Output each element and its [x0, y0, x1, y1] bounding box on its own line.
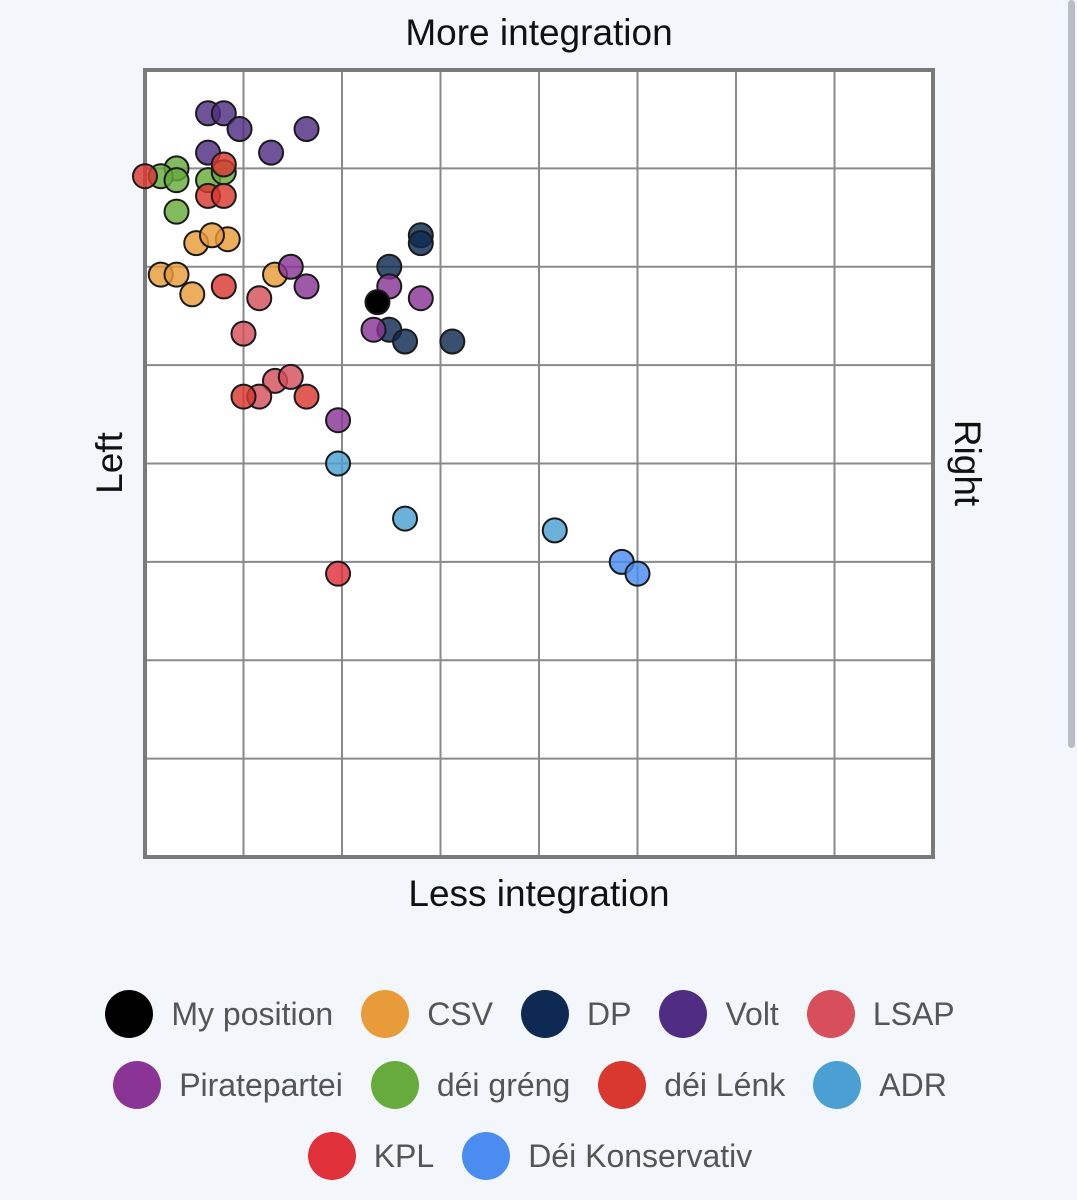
legend-item-adr[interactable]: ADR — [813, 1061, 947, 1109]
point-piratepartei[interactable] — [277, 253, 304, 280]
point-my-position[interactable] — [364, 289, 391, 316]
point-lsap[interactable] — [246, 285, 273, 312]
point-dei-konservativ[interactable] — [624, 560, 651, 587]
legend-item-dei-greng[interactable]: déi gréng — [370, 1061, 571, 1109]
legend-item-kpl[interactable]: KPL — [307, 1132, 435, 1180]
legend-swatch — [370, 1061, 419, 1109]
legend-label: LSAP — [872, 995, 955, 1032]
legend-label: déi Lénk — [664, 1066, 786, 1103]
point-csv[interactable] — [198, 222, 225, 249]
point-dei-greng[interactable] — [163, 198, 190, 225]
legend-label: CSV — [427, 995, 493, 1032]
legend-swatch — [307, 1132, 356, 1180]
point-kpl[interactable] — [325, 560, 352, 587]
legend-swatch — [520, 990, 569, 1038]
legend-label: Volt — [725, 995, 779, 1032]
scrollbar[interactable] — [1068, 0, 1075, 748]
legend-item-my-position[interactable]: My position — [105, 990, 333, 1038]
scatter-chart: More integration Less integration Left R… — [89, 12, 988, 914]
point-csv[interactable] — [179, 281, 206, 308]
legend-swatch — [598, 1061, 647, 1109]
point-dei-lenk[interactable] — [132, 163, 158, 190]
point-dei-lenk[interactable] — [210, 182, 237, 209]
data-points — [132, 100, 651, 587]
legend-swatch — [113, 1061, 162, 1109]
legend: My position CSV DP Volt LSAP Piratepartei déi … — [0, 990, 1060, 1180]
axis-label-top: More integration — [405, 12, 672, 53]
point-piratepartei[interactable] — [325, 407, 352, 434]
axis-label-bottom: Less integration — [408, 873, 669, 914]
point-piratepartei[interactable] — [407, 285, 434, 312]
point-csv[interactable] — [163, 261, 190, 288]
legend-swatch — [462, 1132, 511, 1180]
legend-swatch — [659, 990, 708, 1038]
point-dei-lenk[interactable] — [210, 273, 237, 300]
legend-item-csv[interactable]: CSV — [361, 990, 493, 1038]
point-piratepartei[interactable] — [360, 316, 387, 343]
point-volt[interactable] — [258, 139, 285, 166]
point-volt[interactable] — [293, 116, 320, 143]
plot-border — [143, 68, 935, 859]
legend-row: Piratepartei déi gréng déi Lénk ADR — [99, 1061, 961, 1109]
legend-item-piratepartei[interactable]: Piratepartei — [113, 1061, 343, 1109]
point-adr[interactable] — [392, 505, 419, 532]
point-dp[interactable] — [407, 230, 434, 257]
point-dei-lenk[interactable] — [210, 151, 237, 178]
point-adr[interactable] — [325, 450, 352, 477]
point-volt[interactable] — [210, 100, 237, 127]
point-dei-lenk[interactable] — [230, 383, 257, 410]
legend-label: ADR — [879, 1066, 947, 1103]
legend-swatch — [806, 990, 855, 1038]
legend-item-lsap[interactable]: LSAP — [806, 990, 955, 1038]
legend-label: Piratepartei — [179, 1066, 343, 1103]
legend-item-dp[interactable]: DP — [520, 990, 632, 1038]
point-dei-lenk[interactable] — [293, 383, 320, 410]
legend-row: KPL Déi Konservativ — [294, 1132, 767, 1180]
point-dei-greng[interactable] — [163, 167, 190, 194]
legend-label: Déi Konservativ — [528, 1137, 753, 1174]
point-lsap[interactable] — [230, 320, 257, 347]
legend-swatch — [813, 1061, 862, 1109]
point-dp[interactable] — [392, 328, 419, 355]
legend-label: KPL — [373, 1137, 435, 1174]
point-dp[interactable] — [439, 328, 466, 355]
legend-label: My position — [171, 995, 334, 1032]
point-volt[interactable] — [226, 116, 253, 143]
legend-row: My position CSV DP Volt LSAP — [91, 990, 968, 1038]
legend-item-dei-konservativ[interactable]: Déi Konservativ — [462, 1132, 752, 1180]
legend-swatch — [361, 990, 410, 1038]
point-adr[interactable] — [541, 517, 568, 544]
legend-item-volt[interactable]: Volt — [659, 990, 779, 1038]
point-lsap[interactable] — [277, 363, 304, 390]
legend-item-dei-lenk[interactable]: déi Lénk — [598, 1061, 785, 1109]
axis-label-right: Right — [947, 420, 988, 507]
plot-grid — [143, 68, 935, 859]
legend-label: DP — [586, 995, 632, 1032]
point-piratepartei[interactable] — [293, 273, 320, 300]
legend-swatch — [105, 990, 154, 1038]
legend-label: déi gréng — [436, 1066, 571, 1103]
axis-label-left: Left — [89, 431, 130, 493]
